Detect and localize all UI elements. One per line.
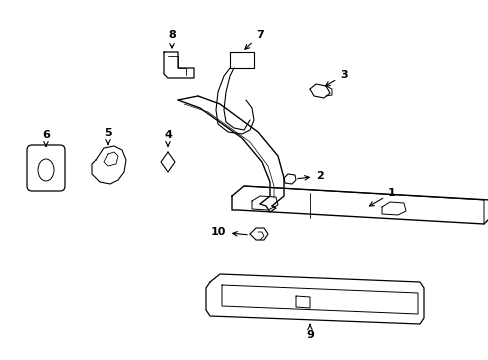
Text: 3: 3 [325, 70, 347, 86]
Text: 7: 7 [244, 30, 264, 49]
Text: 1: 1 [369, 188, 395, 206]
Text: 10: 10 [210, 227, 247, 237]
Text: 8: 8 [168, 30, 176, 48]
Text: 9: 9 [305, 324, 313, 340]
Text: 5: 5 [104, 128, 112, 144]
Text: 6: 6 [42, 130, 50, 146]
Text: 2: 2 [297, 171, 323, 181]
Text: 4: 4 [164, 130, 172, 146]
